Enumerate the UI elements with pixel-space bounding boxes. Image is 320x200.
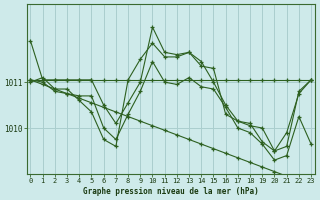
X-axis label: Graphe pression niveau de la mer (hPa): Graphe pression niveau de la mer (hPa) <box>83 187 259 196</box>
